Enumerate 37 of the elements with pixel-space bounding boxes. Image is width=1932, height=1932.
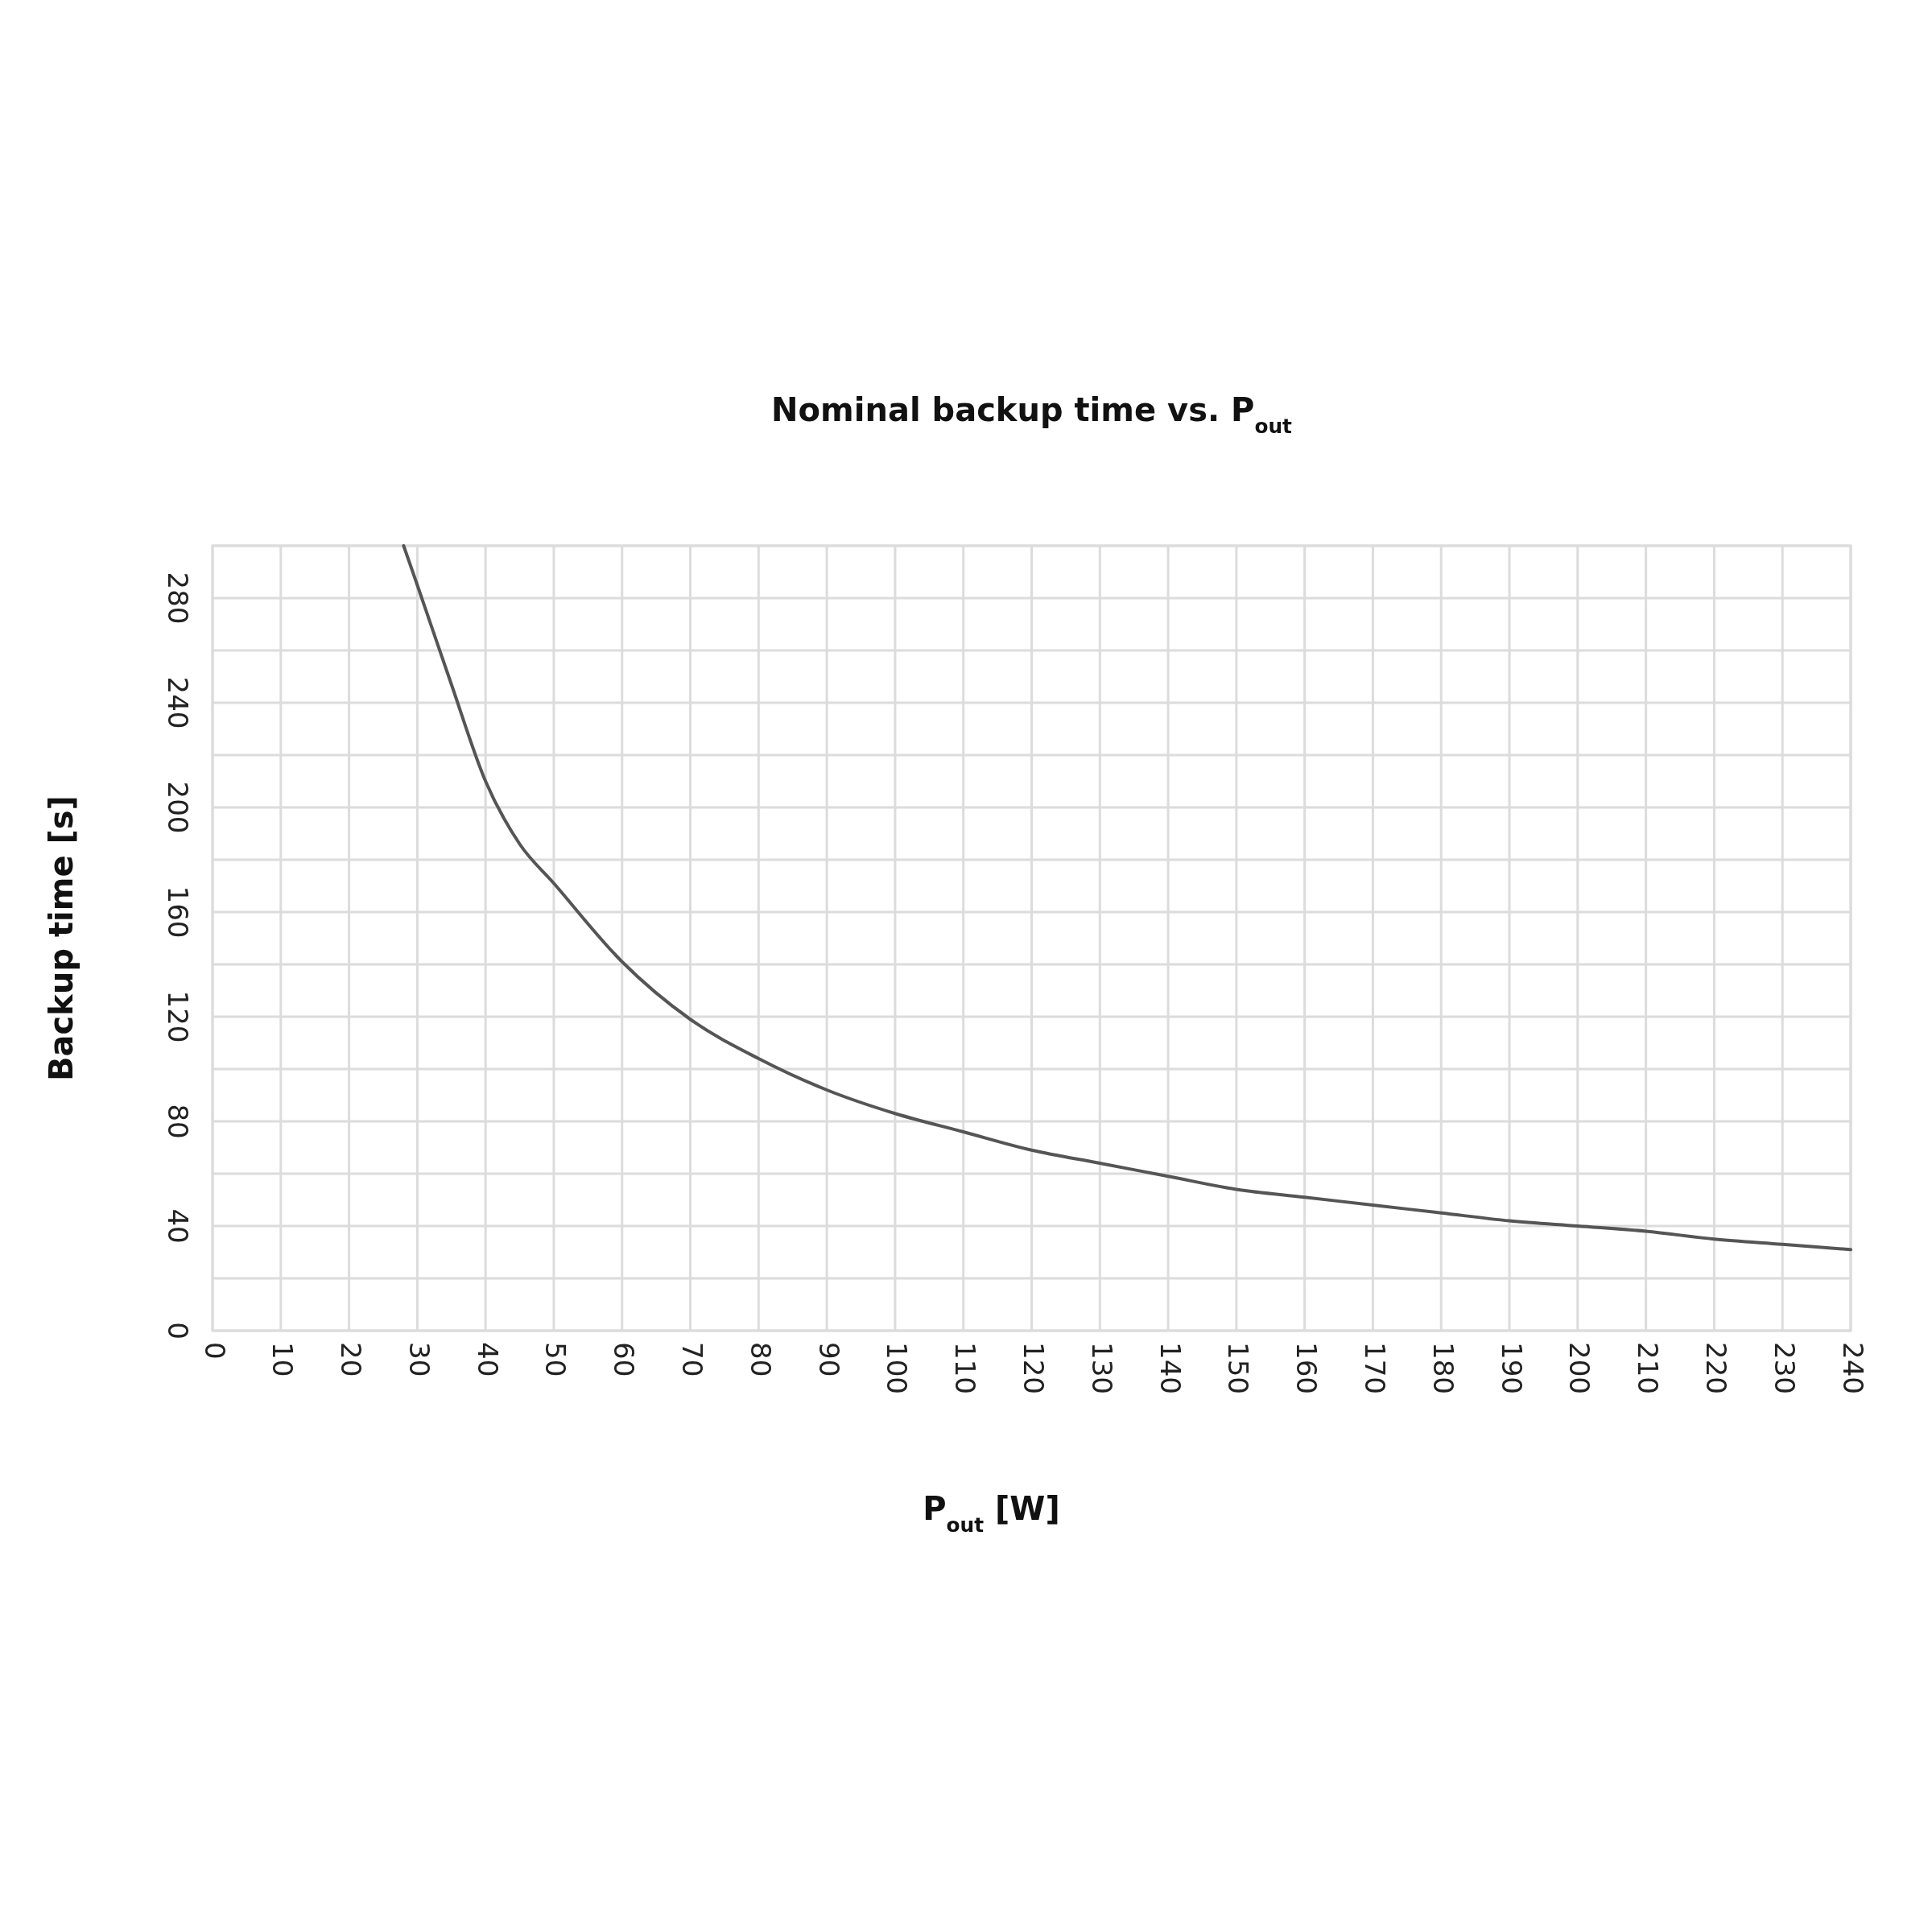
x-tick-label: 220 bbox=[1699, 1342, 1732, 1394]
x-tick-label: 150 bbox=[1222, 1342, 1255, 1394]
line-series bbox=[402, 544, 1852, 1252]
x-tick-label: 190 bbox=[1495, 1342, 1528, 1394]
y-tick-label: 160 bbox=[161, 886, 194, 939]
y-tick-label: 240 bbox=[161, 676, 194, 729]
x-tick-label: 60 bbox=[608, 1342, 641, 1377]
y-tick-label: 280 bbox=[161, 572, 194, 625]
y-tick-label: 200 bbox=[161, 781, 194, 834]
x-tick-label: 70 bbox=[676, 1342, 709, 1377]
x-tick-label: 80 bbox=[744, 1342, 777, 1377]
x-tick-label: 170 bbox=[1358, 1342, 1391, 1394]
x-tick-label: 30 bbox=[402, 1342, 436, 1377]
x-tick-label: 130 bbox=[1085, 1342, 1118, 1394]
x-tick-label: 90 bbox=[812, 1342, 845, 1377]
x-tick-label: 210 bbox=[1632, 1342, 1665, 1394]
x-tick-label: 40 bbox=[471, 1342, 504, 1377]
x-tick-label: 50 bbox=[539, 1342, 572, 1377]
y-axis-title: Backup time [s] bbox=[43, 795, 80, 1081]
x-axis-title: P$_{out}$ [W] bbox=[923, 1490, 1060, 1537]
x-tick-label: 100 bbox=[881, 1342, 914, 1394]
y-tick-label: 120 bbox=[161, 990, 194, 1043]
x-tick-label: 230 bbox=[1768, 1342, 1801, 1394]
x-tick-label: 20 bbox=[335, 1342, 368, 1377]
x-tick-label: 180 bbox=[1426, 1342, 1459, 1394]
x-tick-label: 10 bbox=[266, 1342, 299, 1377]
x-tick-label: 240 bbox=[1836, 1342, 1869, 1394]
y-tick-label: 80 bbox=[161, 1104, 194, 1139]
x-tick-label: 120 bbox=[1018, 1342, 1050, 1394]
y-tick-label: 40 bbox=[161, 1208, 194, 1244]
x-tick-label: 160 bbox=[1290, 1342, 1323, 1394]
x-tick-label: 200 bbox=[1563, 1342, 1596, 1394]
chart-title: Nominal backup time vs. P$_{out}$ bbox=[771, 391, 1293, 438]
x-tick-label: 140 bbox=[1154, 1342, 1187, 1394]
x-tick-label: 110 bbox=[949, 1342, 982, 1394]
x-tick-label: 0 bbox=[198, 1342, 231, 1360]
y-tick-label: 0 bbox=[161, 1322, 194, 1340]
